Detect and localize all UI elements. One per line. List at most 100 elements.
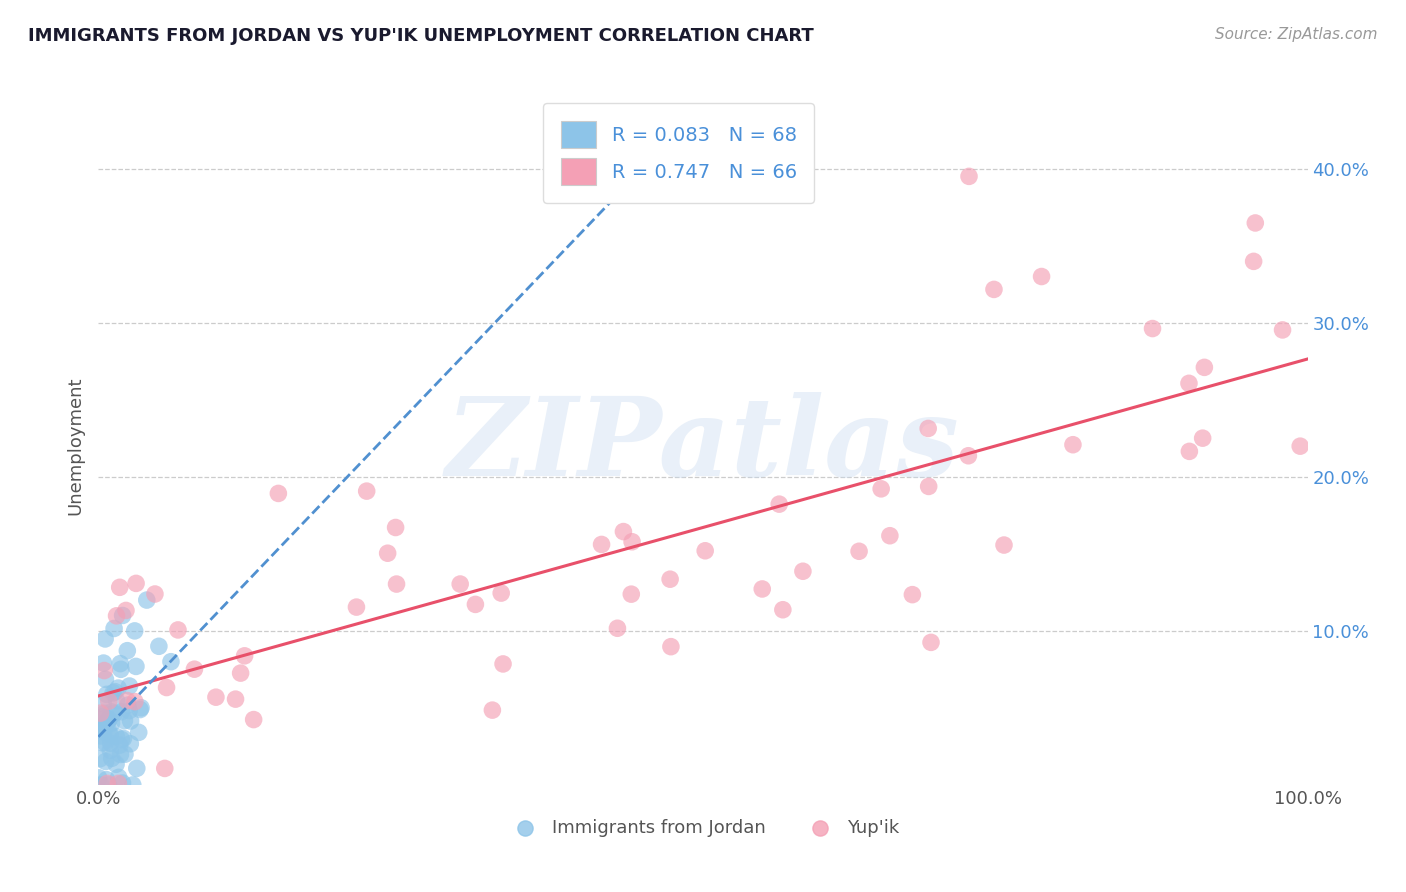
Point — [97, 723, 120, 738]
Point — [1062, 438, 1084, 452]
Point — [94, 717, 117, 731]
Point — [120, 737, 142, 751]
Point — [621, 534, 644, 549]
Point — [91, 723, 114, 737]
Legend: Immigrants from Jordan, Yup'ik: Immigrants from Jordan, Yup'ik — [499, 812, 907, 844]
Point — [659, 640, 682, 654]
Point — [1191, 431, 1213, 445]
Point — [100, 716, 122, 731]
Point — [1178, 444, 1201, 458]
Point — [93, 656, 115, 670]
Point — [659, 572, 682, 586]
Point — [492, 657, 515, 671]
Point — [107, 681, 129, 695]
Point — [87, 771, 110, 785]
Point — [108, 580, 131, 594]
Point — [118, 679, 141, 693]
Point — [385, 577, 408, 591]
Point — [107, 770, 129, 784]
Point — [100, 736, 122, 750]
Point — [121, 778, 143, 792]
Point — [98, 743, 121, 757]
Point — [117, 643, 139, 657]
Point — [97, 713, 120, 727]
Point — [233, 648, 256, 663]
Point — [94, 736, 117, 750]
Point — [957, 169, 980, 184]
Point — [96, 772, 118, 787]
Point — [91, 709, 114, 723]
Point — [96, 687, 118, 701]
Point — [111, 608, 134, 623]
Point — [124, 695, 146, 709]
Point — [94, 706, 117, 721]
Text: ZIPatlas: ZIPatlas — [446, 392, 960, 500]
Point — [120, 714, 142, 728]
Point — [91, 736, 114, 750]
Point — [481, 703, 503, 717]
Point — [105, 694, 128, 708]
Point — [94, 673, 117, 687]
Text: Source: ZipAtlas.com: Source: ZipAtlas.com — [1215, 27, 1378, 42]
Point — [89, 713, 111, 727]
Point — [1142, 321, 1164, 335]
Point — [1243, 254, 1265, 268]
Point — [115, 603, 138, 617]
Point — [449, 577, 471, 591]
Point — [606, 621, 628, 635]
Point — [1244, 216, 1267, 230]
Point — [97, 713, 120, 727]
Point — [920, 635, 942, 649]
Point — [983, 282, 1005, 296]
Point — [356, 484, 378, 499]
Point — [1289, 439, 1312, 453]
Point — [1031, 269, 1053, 284]
Point — [1271, 323, 1294, 337]
Point — [620, 587, 643, 601]
Point — [768, 497, 790, 511]
Point — [94, 717, 117, 731]
Y-axis label: Unemployment: Unemployment — [66, 376, 84, 516]
Point — [377, 546, 399, 560]
Point — [115, 693, 138, 707]
Point — [591, 537, 613, 551]
Point — [128, 725, 150, 739]
Point — [751, 582, 773, 596]
Point — [101, 686, 124, 700]
Point — [772, 603, 794, 617]
Point — [879, 529, 901, 543]
Point — [129, 700, 152, 714]
Point — [93, 724, 115, 739]
Point — [111, 776, 134, 790]
Point — [870, 482, 893, 496]
Point — [105, 757, 128, 772]
Point — [125, 761, 148, 775]
Point — [917, 421, 939, 435]
Point — [90, 729, 112, 743]
Point — [167, 623, 190, 637]
Point — [114, 714, 136, 728]
Point — [93, 664, 115, 678]
Point — [125, 659, 148, 673]
Point — [612, 524, 634, 539]
Point — [96, 776, 118, 790]
Point — [105, 608, 128, 623]
Point — [160, 655, 183, 669]
Point — [97, 694, 120, 708]
Point — [110, 747, 132, 762]
Point — [918, 479, 941, 493]
Point — [105, 730, 128, 744]
Point — [91, 697, 114, 711]
Point — [110, 662, 132, 676]
Point — [993, 538, 1015, 552]
Point — [183, 662, 205, 676]
Point — [125, 576, 148, 591]
Point — [957, 449, 980, 463]
Point — [110, 732, 132, 747]
Point — [143, 587, 166, 601]
Point — [229, 666, 252, 681]
Point — [153, 761, 176, 775]
Point — [98, 728, 121, 742]
Point — [1178, 376, 1201, 391]
Point — [464, 598, 486, 612]
